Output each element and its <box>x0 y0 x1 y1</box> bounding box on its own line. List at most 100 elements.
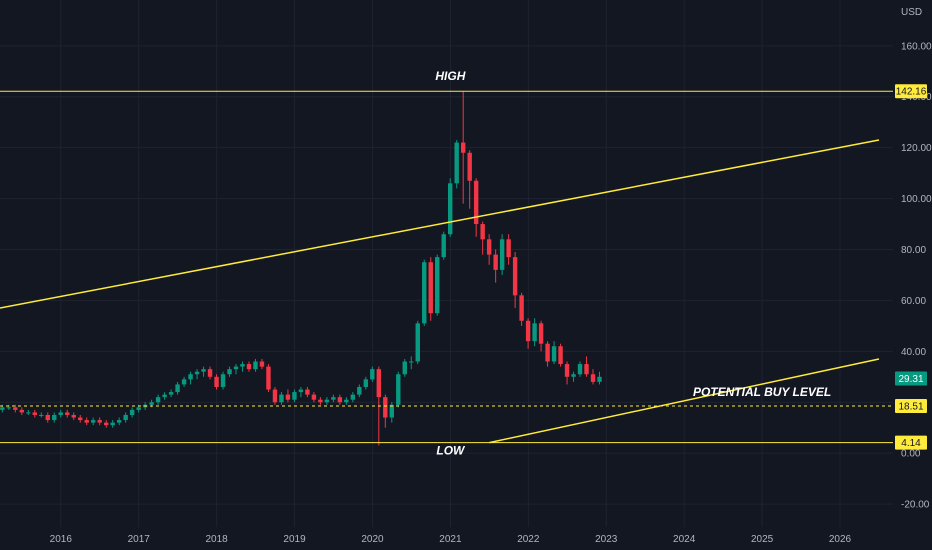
price-label-text: 142.16 <box>896 87 927 98</box>
candle-body <box>181 379 187 385</box>
candle-body <box>220 374 226 387</box>
candle-body <box>123 414 128 421</box>
candle-body <box>383 397 388 418</box>
candle-body <box>194 371 200 375</box>
candle-body <box>116 420 122 423</box>
grid-lines <box>0 0 893 527</box>
annotation-text: LOW <box>436 443 466 457</box>
candle-body <box>467 152 472 181</box>
time-axis-background <box>0 527 932 550</box>
candle-body <box>97 420 102 423</box>
candle-body <box>415 323 420 362</box>
x-tick-label: 2017 <box>128 534 151 545</box>
x-tick-label: 2023 <box>595 534 618 545</box>
candle-body <box>253 361 258 370</box>
candle-body <box>149 402 154 405</box>
price-label-box <box>895 371 927 386</box>
candle-body <box>480 224 485 240</box>
candle-body <box>188 374 193 380</box>
candle-body <box>233 366 239 370</box>
candle-body <box>136 407 141 410</box>
candle-body <box>435 257 440 314</box>
price-label-text: 18.51 <box>898 402 923 413</box>
candle-body <box>246 364 252 370</box>
candle-body <box>305 389 310 395</box>
y-tick-label: 0.00 <box>901 449 921 460</box>
candle-body <box>512 257 518 296</box>
y-tick-label: 160.00 <box>901 41 932 52</box>
candle-body <box>473 180 479 225</box>
candle-body <box>318 399 323 403</box>
candle-body <box>298 389 304 393</box>
annotations: HIGH POTENTIAL BUY LEVEL LOW <box>435 69 831 457</box>
candle-body <box>486 239 492 255</box>
x-tick-label: 2022 <box>517 534 540 545</box>
y-tick-label: 120.00 <box>901 143 932 154</box>
candle-body <box>577 364 583 375</box>
candle-body <box>266 366 271 390</box>
candle-body <box>422 262 427 324</box>
candle-body <box>558 346 563 365</box>
candle-body <box>357 386 362 395</box>
time-axis[interactable]: 2016 2017 2018 2019 2020 2021 2022 2023 2024 2025… <box>0 527 932 550</box>
candle-body <box>532 323 537 342</box>
candle-body <box>324 399 330 403</box>
price-label-box <box>895 399 927 414</box>
candle-body <box>376 369 382 398</box>
candle-body <box>584 364 589 375</box>
candle-body <box>32 412 37 415</box>
candle-body <box>519 295 524 321</box>
candle-body <box>292 392 297 400</box>
candle-body <box>499 239 505 270</box>
candle-body <box>506 239 511 258</box>
candle-body <box>370 369 375 380</box>
candle-body <box>26 412 31 414</box>
candle-body <box>227 369 232 375</box>
trend-line <box>489 358 880 444</box>
candle-body <box>207 369 213 377</box>
y-tick-label: -20.00 <box>901 500 930 511</box>
candle-body <box>389 404 394 418</box>
candle-body <box>162 394 167 398</box>
candle-body <box>363 379 369 387</box>
y-tick-label: 40.00 <box>901 347 926 358</box>
candle-body <box>65 412 70 415</box>
drawn-lines <box>0 90 893 444</box>
candle-body <box>344 399 349 403</box>
candle-body <box>13 407 18 410</box>
candle-body <box>454 142 459 184</box>
candle-body <box>448 183 453 235</box>
candle-body <box>285 394 291 400</box>
x-tick-label: 2025 <box>751 534 774 545</box>
candle-body <box>259 361 265 367</box>
x-tick-label: 2026 <box>829 534 852 545</box>
price-label-box <box>895 435 927 450</box>
y-tick-label: 80.00 <box>901 245 926 256</box>
candle-body <box>175 384 180 393</box>
candle-body <box>110 422 115 426</box>
price-labels: 142.16 29.31 18.51 4.14 <box>895 84 927 450</box>
candle-body <box>493 254 498 270</box>
candle-body <box>78 417 83 421</box>
candle-body <box>84 420 89 423</box>
candle-body <box>545 343 550 362</box>
candle-body <box>6 407 12 409</box>
candle-body <box>45 414 50 421</box>
currency-label: USD <box>901 7 922 18</box>
candle-body <box>564 364 570 377</box>
candle-body <box>279 394 284 403</box>
candle-body <box>441 234 446 258</box>
candle-body <box>58 412 63 415</box>
trend-line <box>0 139 880 309</box>
candle-body <box>214 376 219 387</box>
candle-body <box>428 262 433 314</box>
x-tick-label: 2024 <box>673 534 696 545</box>
candle-body <box>168 392 174 395</box>
candle-body <box>240 364 245 367</box>
candle-body <box>538 323 544 344</box>
candle-body <box>129 409 135 415</box>
candle-body <box>0 407 5 410</box>
candle-body <box>272 389 278 403</box>
